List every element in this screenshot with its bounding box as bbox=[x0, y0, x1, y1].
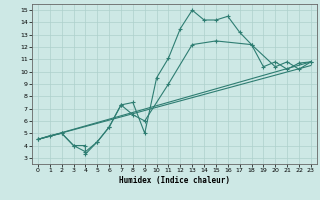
X-axis label: Humidex (Indice chaleur): Humidex (Indice chaleur) bbox=[119, 176, 230, 185]
